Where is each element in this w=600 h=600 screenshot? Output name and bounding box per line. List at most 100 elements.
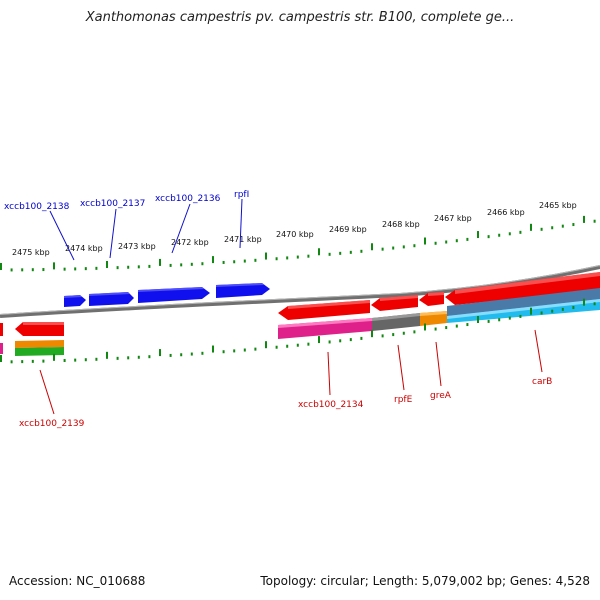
- minor-tick: [222, 350, 225, 354]
- major-tick: [0, 355, 2, 362]
- minor-tick: [10, 360, 13, 364]
- minor-tick: [180, 353, 183, 357]
- gene-arrow-xccb100_2138[interactable]: [64, 295, 86, 307]
- accession-text: Accession: NC_010688: [9, 574, 146, 588]
- minor-tick: [21, 360, 24, 364]
- upper-scale-ticks: [0, 215, 596, 272]
- scale-label-2468: 2468 kbp: [382, 220, 420, 229]
- feature-steel[interactable]: [447, 288, 600, 317]
- minor-tick: [402, 245, 405, 249]
- minor-tick: [455, 239, 458, 243]
- minor-tick: [127, 265, 130, 269]
- minor-tick: [561, 307, 564, 311]
- minor-tick: [498, 233, 501, 237]
- feature-left-green[interactable]: [15, 347, 64, 356]
- minor-tick: [275, 257, 278, 261]
- gene-arrow-rpfI[interactable]: [216, 283, 270, 298]
- label-rpfI[interactable]: rpfI: [234, 190, 249, 200]
- feature-track: [0, 288, 600, 356]
- label-rpfE[interactable]: rpfE: [394, 395, 413, 405]
- minor-tick: [413, 244, 416, 248]
- minor-tick: [63, 267, 66, 271]
- minor-tick: [455, 324, 458, 328]
- minor-tick: [233, 260, 236, 264]
- minor-tick: [127, 356, 130, 360]
- gene-arrow-left-partial[interactable]: [0, 323, 3, 336]
- major-tick: [265, 341, 267, 349]
- minor-tick: [508, 316, 511, 320]
- minor-tick: [254, 347, 257, 351]
- minor-tick: [286, 344, 289, 348]
- minor-tick: [95, 357, 98, 361]
- label-greA[interactable]: greA: [430, 391, 452, 401]
- minor-tick: [498, 318, 501, 322]
- scale-label-2473: 2473 kbp: [118, 242, 156, 251]
- major-tick: [212, 345, 214, 353]
- minor-tick: [275, 345, 278, 349]
- minor-tick: [148, 264, 151, 268]
- scale-label-2467: 2467 kbp: [434, 214, 472, 223]
- minor-tick: [254, 258, 257, 262]
- feature-left-orange[interactable]: [15, 340, 64, 348]
- gene-arrow-xccb100_2137[interactable]: [89, 292, 134, 306]
- minor-tick: [286, 256, 289, 260]
- minor-tick: [74, 358, 77, 362]
- minor-tick: [31, 268, 34, 272]
- major-tick: [583, 298, 585, 306]
- label-xccb100_2138[interactable]: xccb100_2138: [4, 202, 70, 212]
- label-xccb100_2134[interactable]: xccb100_2134: [298, 400, 364, 410]
- gene-arrow-xccb100_2139[interactable]: [15, 322, 64, 336]
- minor-tick: [466, 323, 469, 327]
- major-tick: [477, 231, 479, 239]
- gene-arrow-greA[interactable]: [419, 292, 444, 306]
- minor-tick: [540, 227, 543, 231]
- major-tick: [371, 243, 373, 251]
- minor-tick: [84, 267, 87, 271]
- minor-tick: [508, 232, 511, 236]
- minor-tick: [413, 330, 416, 334]
- minor-tick: [42, 268, 45, 272]
- minor-tick: [137, 265, 140, 269]
- scale-label-2469: 2469 kbp: [329, 225, 367, 234]
- genome-summary-text: Topology: circular; Length: 5,079,002 bp…: [260, 574, 590, 588]
- minor-tick: [392, 333, 395, 337]
- scale-label-2465: 2465 kbp: [539, 201, 577, 210]
- minor-tick: [180, 263, 183, 267]
- label-xccb100_2137[interactable]: xccb100_2137: [80, 199, 145, 209]
- label-xccb100_2136[interactable]: xccb100_2136: [155, 194, 221, 204]
- minor-tick: [519, 230, 522, 234]
- major-tick: [530, 307, 532, 315]
- major-tick: [477, 315, 479, 323]
- minor-tick: [95, 266, 98, 270]
- minor-tick: [360, 249, 363, 253]
- scale-label-2472: 2472 kbp: [171, 238, 209, 247]
- minor-tick: [487, 235, 490, 239]
- minor-tick: [169, 263, 172, 267]
- minor-tick: [466, 237, 469, 241]
- gene-arrow-xccb100_2134[interactable]: [278, 300, 370, 320]
- scale-label-2466: 2466 kbp: [487, 208, 525, 217]
- minor-tick: [339, 251, 342, 255]
- minor-tick: [551, 309, 554, 313]
- minor-tick: [169, 353, 172, 357]
- label-xccb100_2139[interactable]: xccb100_2139: [19, 419, 85, 429]
- map-title: Xanthomonas campestris pv. campestris st…: [85, 10, 515, 25]
- minor-tick: [519, 314, 522, 318]
- minor-tick: [572, 306, 575, 310]
- minor-tick: [339, 339, 342, 343]
- major-tick: [424, 323, 426, 331]
- minor-tick: [540, 311, 543, 315]
- minor-tick: [42, 359, 45, 363]
- minor-tick: [360, 336, 363, 340]
- minor-tick: [201, 262, 204, 266]
- feature-left-pink[interactable]: [0, 343, 3, 354]
- major-tick: [106, 261, 108, 269]
- label-carB[interactable]: carB: [532, 377, 552, 387]
- major-tick: [318, 336, 320, 344]
- minor-tick: [551, 226, 554, 230]
- major-tick: [371, 330, 373, 338]
- minor-tick: [445, 326, 448, 330]
- minor-tick: [201, 351, 204, 355]
- minor-tick: [561, 224, 564, 228]
